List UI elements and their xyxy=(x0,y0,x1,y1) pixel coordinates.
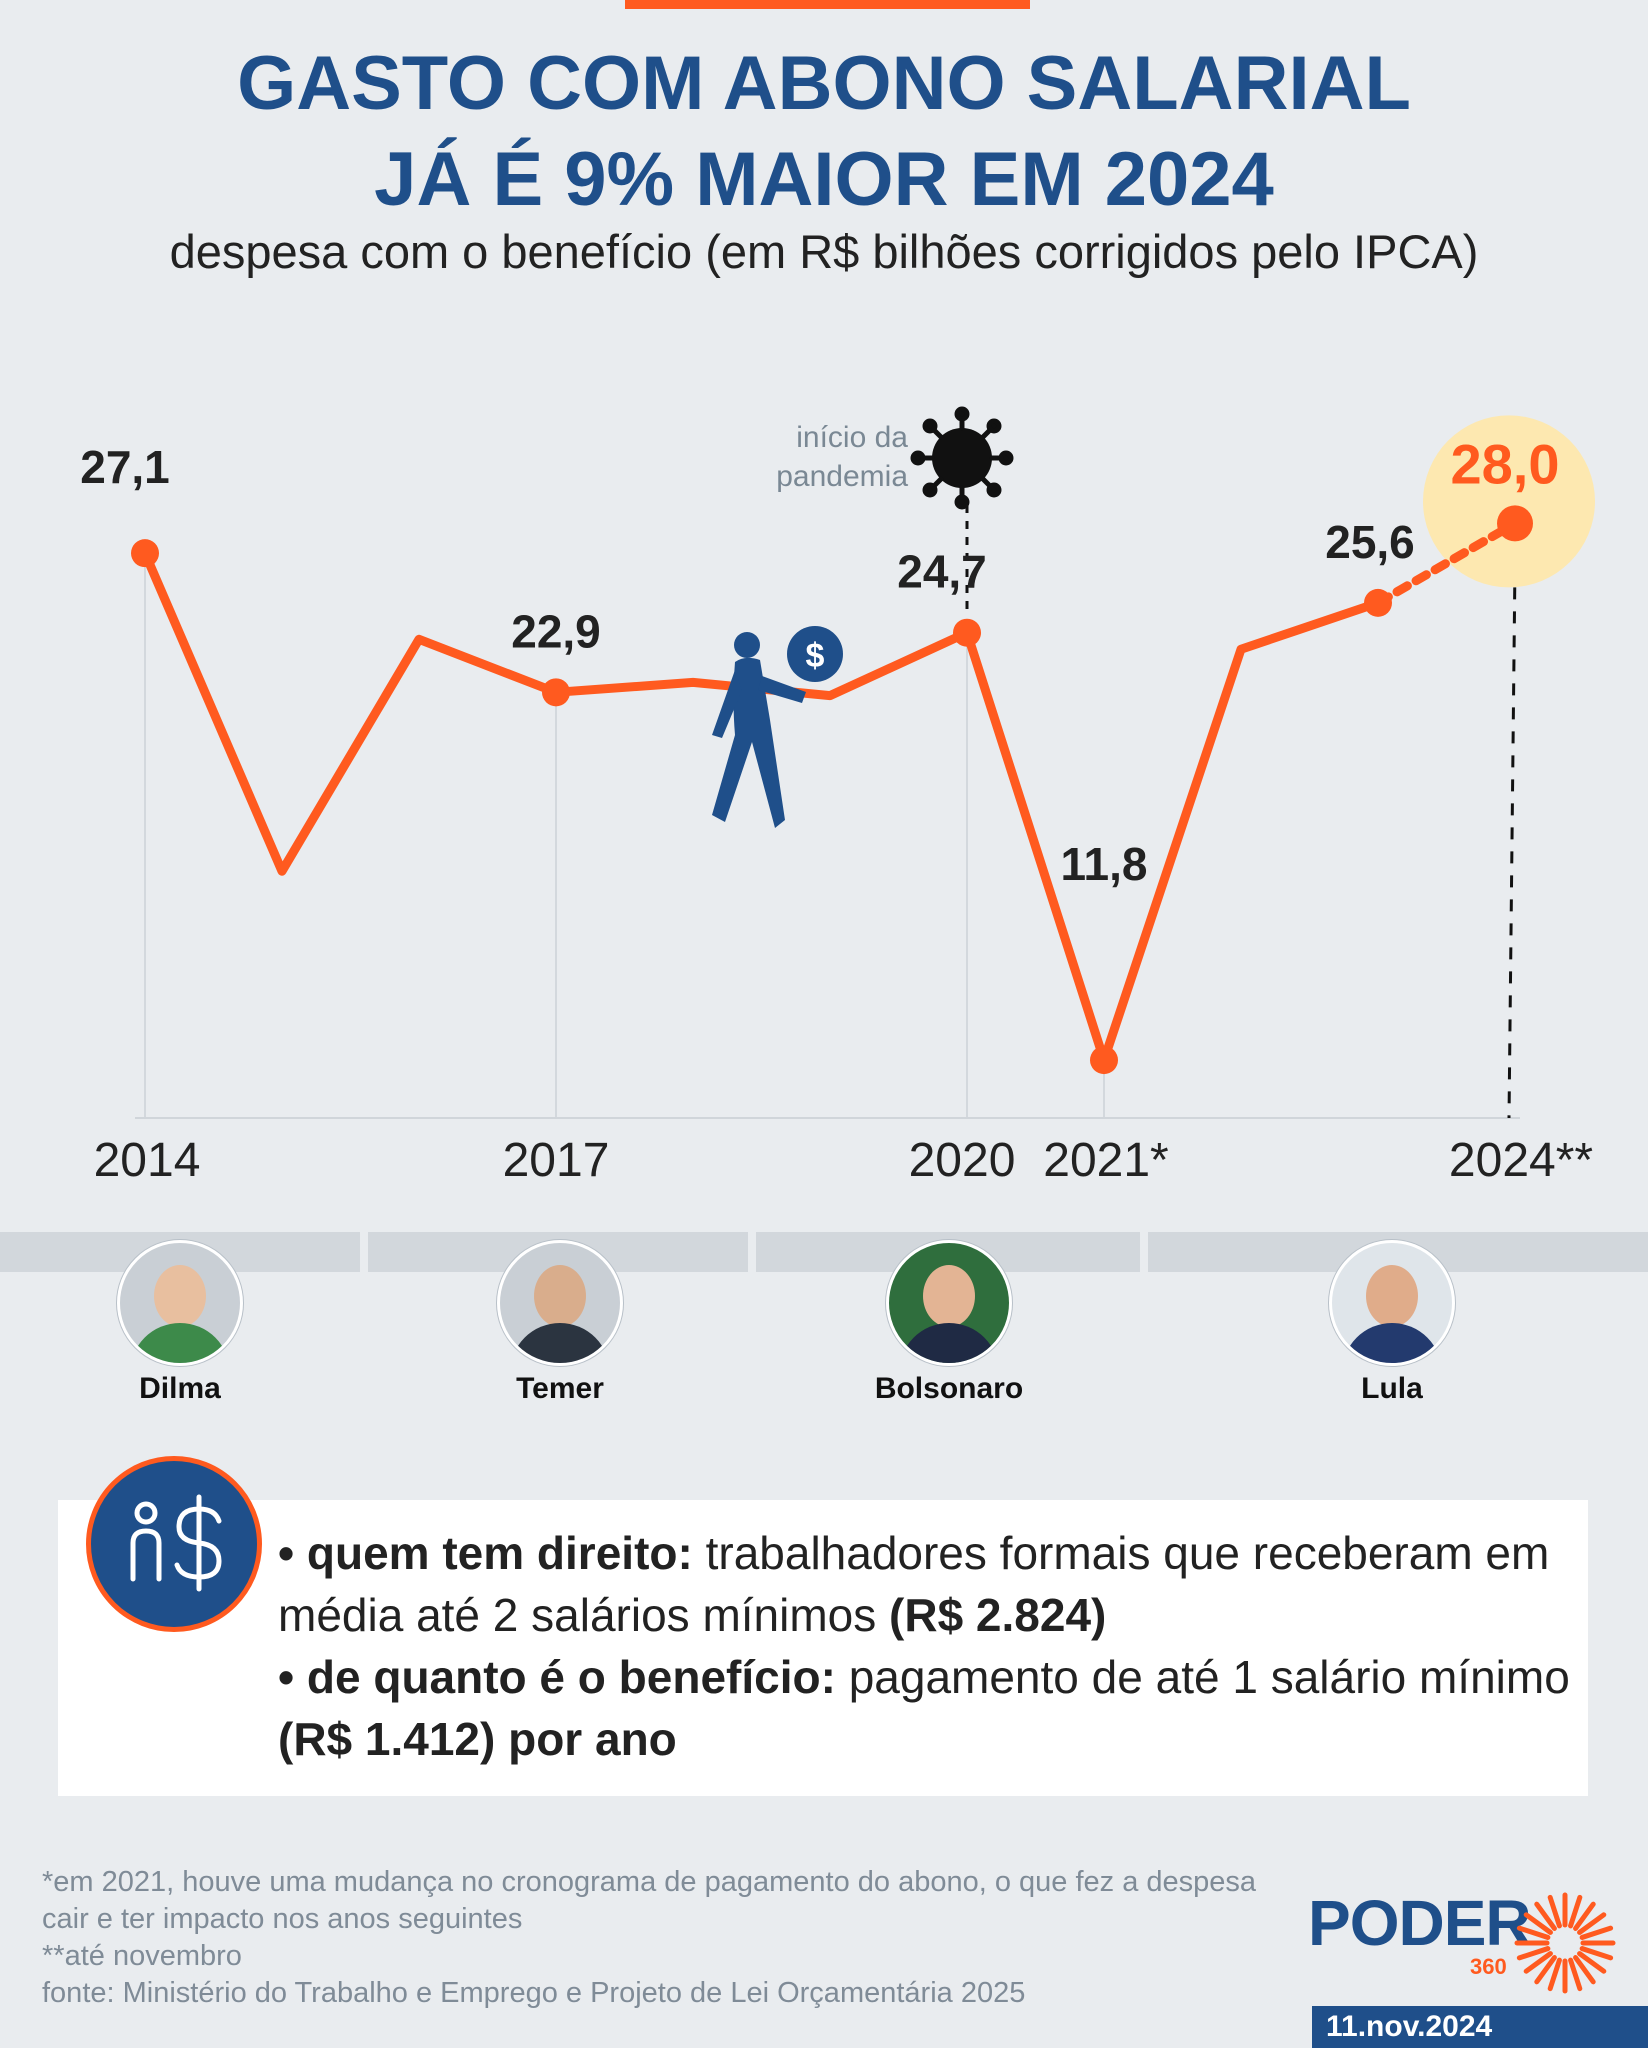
data-point xyxy=(1090,1046,1118,1075)
data-label: 27,1 xyxy=(80,441,170,493)
title-line-1: GASTO COM ABONO SALARIAL xyxy=(237,41,1411,126)
president-name: Lula xyxy=(1361,1372,1423,1405)
publication-date: 11.nov.2024 xyxy=(1312,2006,1648,2048)
president-name: Bolsonaro xyxy=(874,1372,1024,1405)
info-text: • quem tem direito: trabalhadores formai… xyxy=(278,1522,1578,1770)
x-tick-label: 2021* xyxy=(1043,1134,1168,1187)
data-label: 24,7 xyxy=(897,546,987,598)
highlight-circle xyxy=(1423,415,1595,588)
burst-ray xyxy=(1573,1901,1596,1931)
burst-ray xyxy=(1568,1894,1583,1929)
x-tick-label: 2014 xyxy=(94,1134,201,1187)
president-name: Dilma xyxy=(139,1372,221,1405)
burst-ray xyxy=(1577,1912,1607,1935)
annotation-text-1: início da xyxy=(796,421,908,454)
president-dilma: Dilma xyxy=(80,1240,280,1406)
president-bolsonaro: Bolsonaro xyxy=(849,1240,1049,1406)
burst-ray xyxy=(1577,1951,1607,1974)
source-note: fonte: Ministério do Trabalho e Emprego … xyxy=(42,1977,1026,2009)
data-label: 28,0 xyxy=(1451,432,1560,495)
x-tick-label: 2020 xyxy=(909,1134,1016,1187)
burst-ray xyxy=(1573,1955,1596,1985)
x-tick-label: 2017 xyxy=(503,1134,610,1187)
burst-ray xyxy=(1516,1925,1551,1940)
burst-ray xyxy=(1534,1955,1557,1985)
footnote-2021: *em 2021, houve uma mudança no cronogram… xyxy=(42,1866,1257,1935)
series-line xyxy=(140,548,1383,1065)
burst-ray xyxy=(1523,1912,1553,1935)
svg-text:$: $ xyxy=(806,637,825,675)
info-item-eligibility: • quem tem direito: trabalhadores formai… xyxy=(278,1527,1550,1641)
president-temer: Temer xyxy=(460,1240,660,1406)
annotation-text-2: pandemia xyxy=(776,460,908,493)
burst-ray xyxy=(1547,1957,1562,1992)
burst-ray xyxy=(1579,1925,1614,1940)
burst-ray xyxy=(1568,1957,1583,1992)
avatar xyxy=(497,1240,623,1366)
x-tick-label: 2024** xyxy=(1449,1134,1593,1187)
avatar xyxy=(1329,1240,1455,1366)
info-item-benefit: • de quanto é o benefício: pagamento de … xyxy=(278,1651,1570,1765)
line-chart: 27,1 22,9 24,7 11,8 25,6 28,0 2014 2017 2020 202… xyxy=(80,406,1595,1187)
data-label: 22,9 xyxy=(511,605,601,657)
data-point xyxy=(1497,505,1533,542)
president-name: Temer xyxy=(516,1372,604,1405)
data-point xyxy=(131,539,159,568)
top-accent-bar xyxy=(625,0,1030,9)
burst-ray xyxy=(1547,1894,1562,1929)
data-point xyxy=(953,618,981,647)
avatar xyxy=(117,1240,243,1366)
data-point xyxy=(1364,588,1392,617)
burst-ray xyxy=(1516,1946,1551,1961)
burst-ray xyxy=(1534,1901,1557,1931)
person-money-icon xyxy=(86,1456,262,1632)
footnotes: *em 2021, houve uma mudança no cronogram… xyxy=(42,1864,1282,2012)
burst-ray xyxy=(1579,1946,1614,1961)
poder360-logo-sub: 360 xyxy=(1470,1954,1507,1979)
avatar xyxy=(886,1240,1012,1366)
projection-line xyxy=(1373,518,1520,608)
virus-icon xyxy=(910,406,1014,510)
data-label: 25,6 xyxy=(1325,516,1415,568)
data-label: 11,8 xyxy=(1061,838,1148,890)
poder360-logo: PODER xyxy=(1308,1887,1532,1959)
title-line-2: JÁ É 9% MAIOR EM 2024 xyxy=(374,137,1274,222)
president-lula: Lula xyxy=(1292,1240,1492,1406)
info-box xyxy=(58,1500,1588,1796)
sun-burst-icon xyxy=(1514,1892,1616,1994)
worker-coin-icon: $ xyxy=(712,626,843,828)
subtitle: despesa com o benefício (em R$ bilhões c… xyxy=(169,225,1479,278)
data-point xyxy=(542,678,570,707)
footnote-2024: **até novembro xyxy=(42,1940,242,1972)
projection-marker-line xyxy=(1507,563,1517,1119)
burst-ray xyxy=(1523,1951,1553,1974)
